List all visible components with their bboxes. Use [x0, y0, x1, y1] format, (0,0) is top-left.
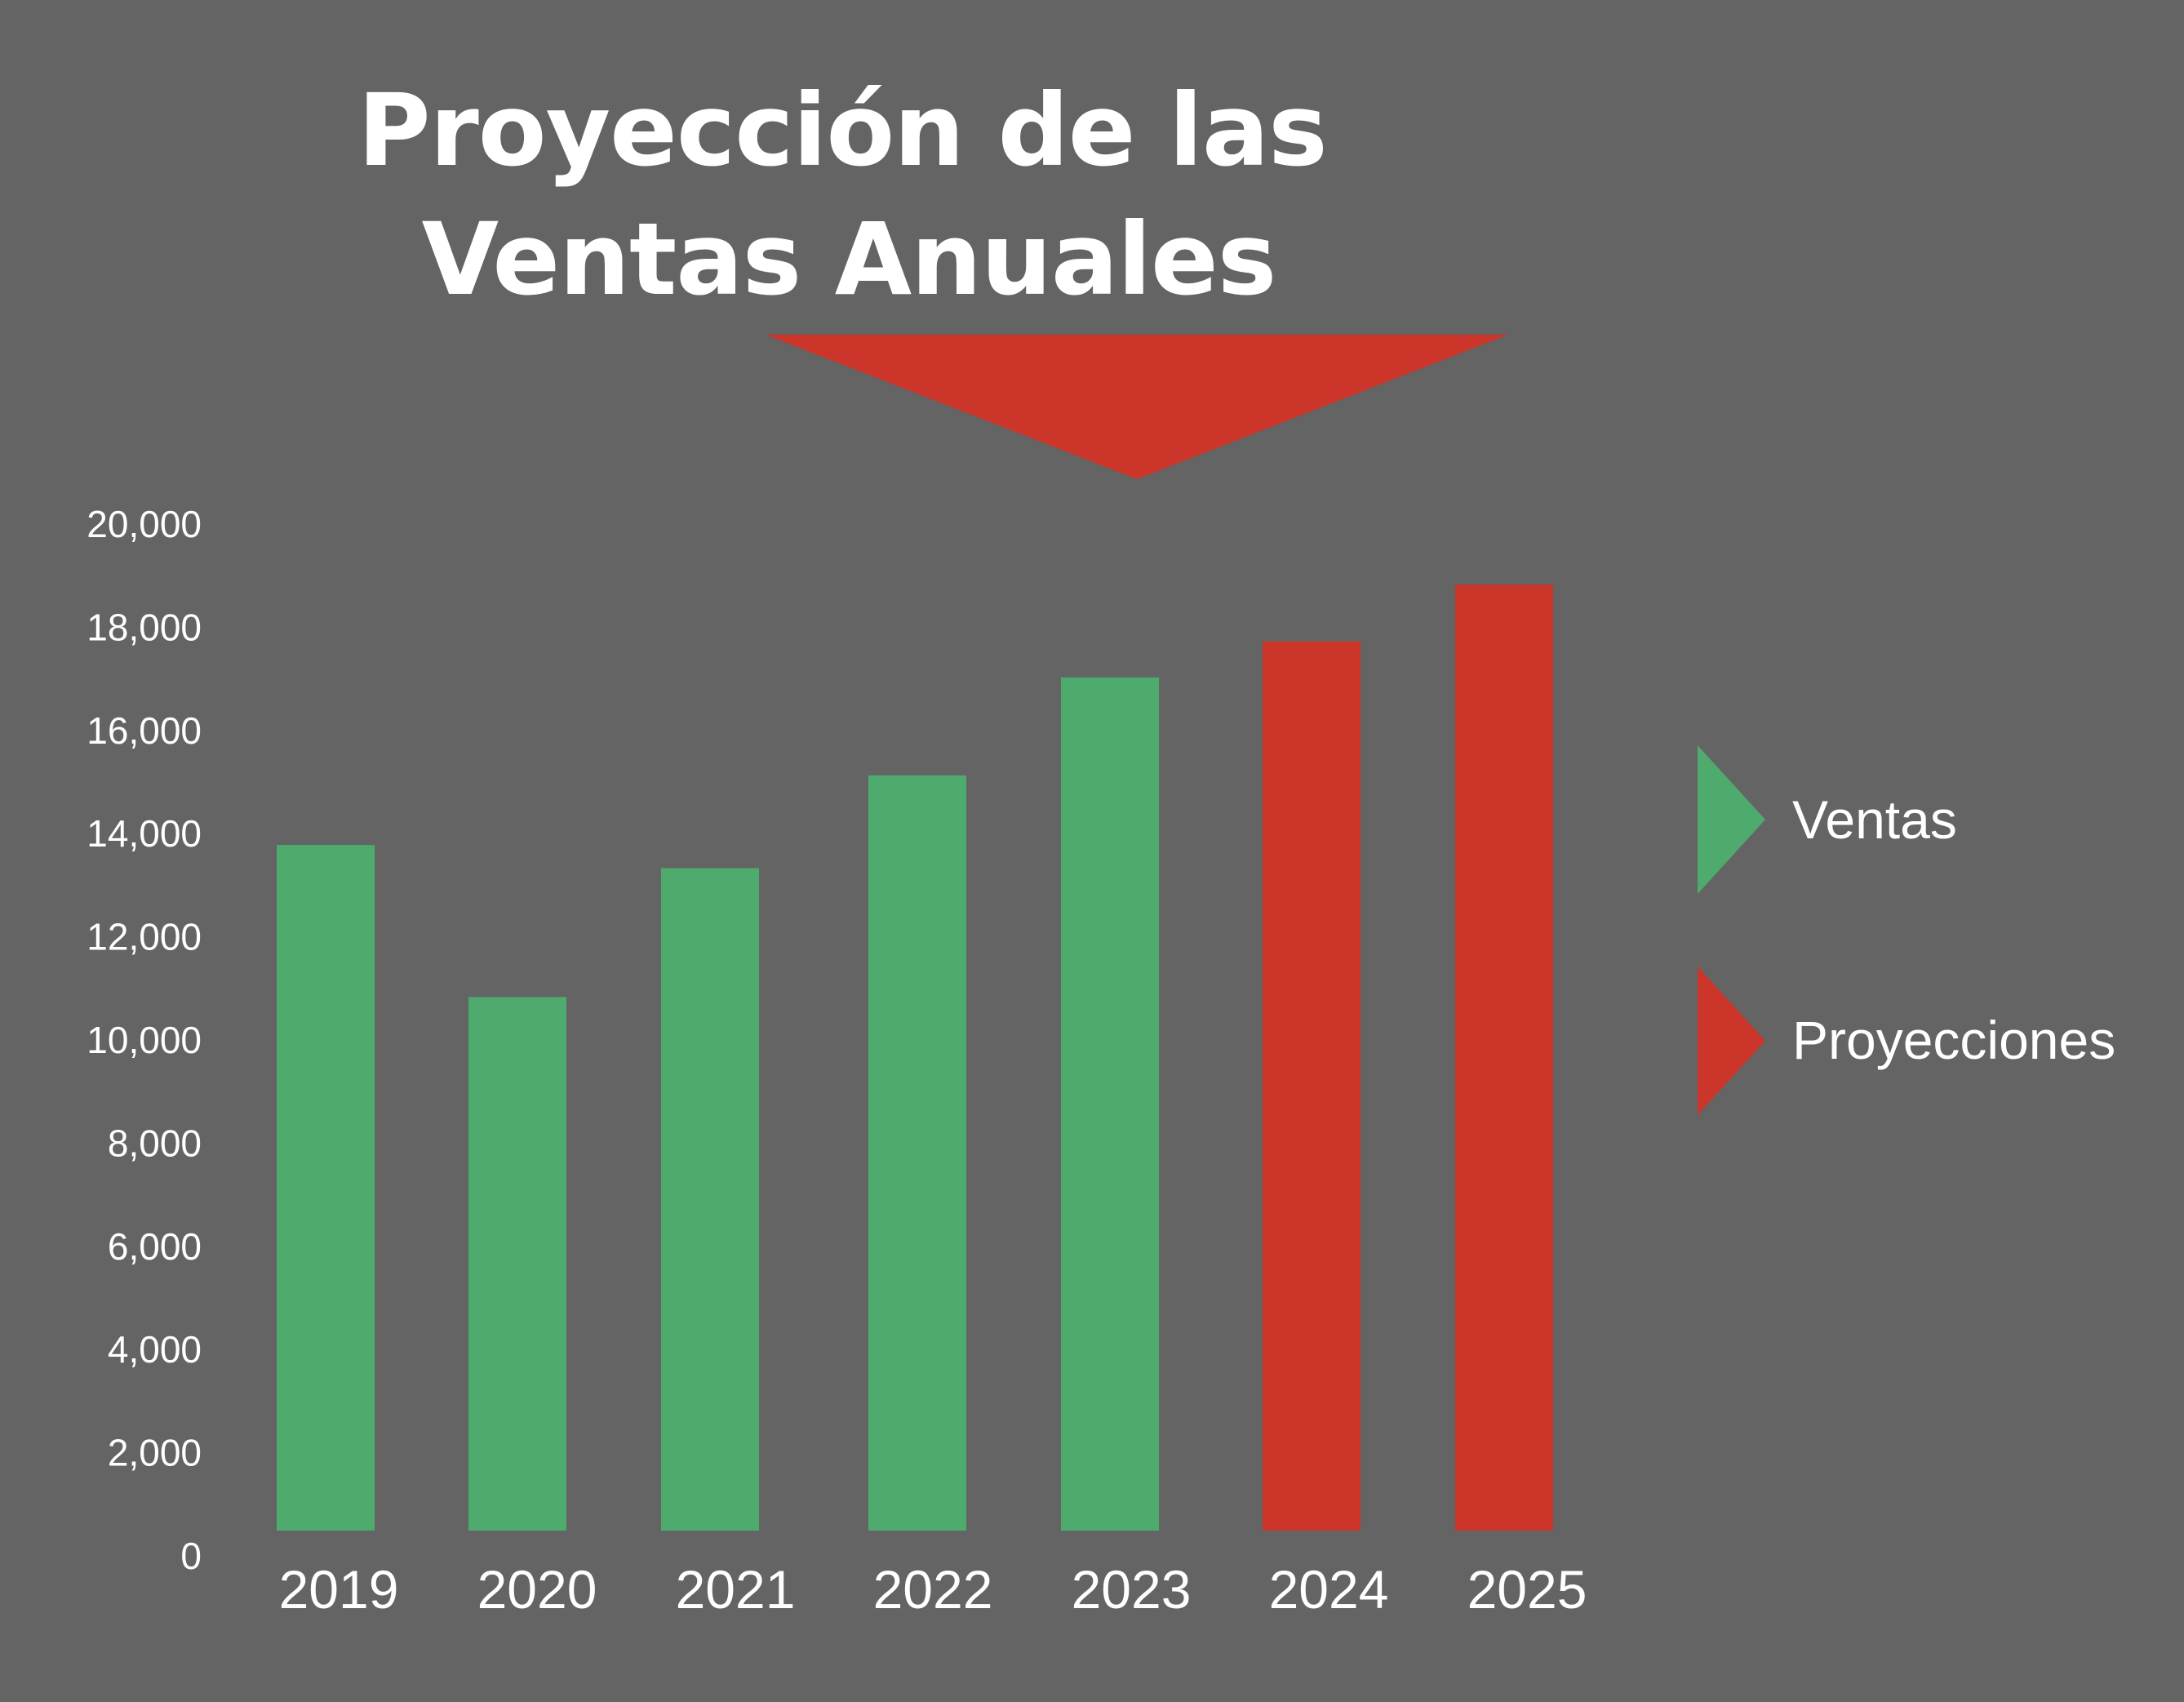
y-tick-label: 12,000: [87, 916, 202, 958]
chart-title-line-2: Ventas Anuales: [422, 202, 1276, 318]
y-axis: 0 2,000 4,000 6,000 8,000 10,000 12,000 14,000 1…: [87, 503, 202, 1577]
right-triangle-icon: [1698, 967, 1765, 1115]
y-tick-label: 18,000: [87, 606, 202, 648]
bar-proyecciones-2024: [1263, 641, 1361, 1531]
legend-label-proyecciones: Proyecciones: [1792, 1010, 2115, 1070]
bar-ventas-2019: [277, 845, 375, 1531]
y-tick-label: 8,000: [108, 1122, 202, 1164]
x-tick-label: 2019: [279, 1559, 399, 1620]
legend: Ventas Proyecciones: [1698, 745, 2115, 1115]
down-triangle-icon: [766, 335, 1508, 479]
x-tick-label: 2021: [676, 1559, 796, 1620]
bar-ventas-2022: [868, 775, 966, 1531]
y-tick-label: 6,000: [108, 1225, 202, 1268]
y-tick-label: 16,000: [87, 709, 202, 752]
y-tick-label: 20,000: [87, 503, 202, 545]
y-tick-label: 2,000: [108, 1432, 202, 1474]
x-tick-label: 2023: [1072, 1559, 1192, 1620]
x-tick-label: 2025: [1467, 1559, 1587, 1620]
legend-label-ventas: Ventas: [1792, 789, 1957, 850]
x-tick-label: 2022: [873, 1559, 993, 1620]
chart-title-line-1: Proyección de las: [357, 73, 1327, 189]
y-tick-label: 0: [180, 1535, 202, 1577]
x-tick-label: 2020: [477, 1559, 597, 1620]
legend-item-ventas: Ventas: [1698, 745, 1957, 894]
y-tick-label: 14,000: [87, 812, 202, 855]
x-axis: 2019 2020 2021 2022 2023 2024 2025: [279, 1559, 1587, 1620]
legend-item-proyecciones: Proyecciones: [1698, 967, 2115, 1115]
bars: [277, 584, 1553, 1531]
x-tick-label: 2024: [1269, 1559, 1389, 1620]
y-tick-label: 10,000: [87, 1019, 202, 1061]
bar-ventas-2021: [661, 868, 759, 1531]
y-tick-label: 4,000: [108, 1328, 202, 1371]
bar-ventas-2023: [1061, 677, 1159, 1531]
bar-proyecciones-2025: [1455, 584, 1553, 1531]
right-triangle-icon: [1698, 745, 1765, 894]
bar-ventas-2020: [468, 997, 566, 1531]
chart-title: Proyección de las Ventas Anuales: [357, 73, 1328, 318]
